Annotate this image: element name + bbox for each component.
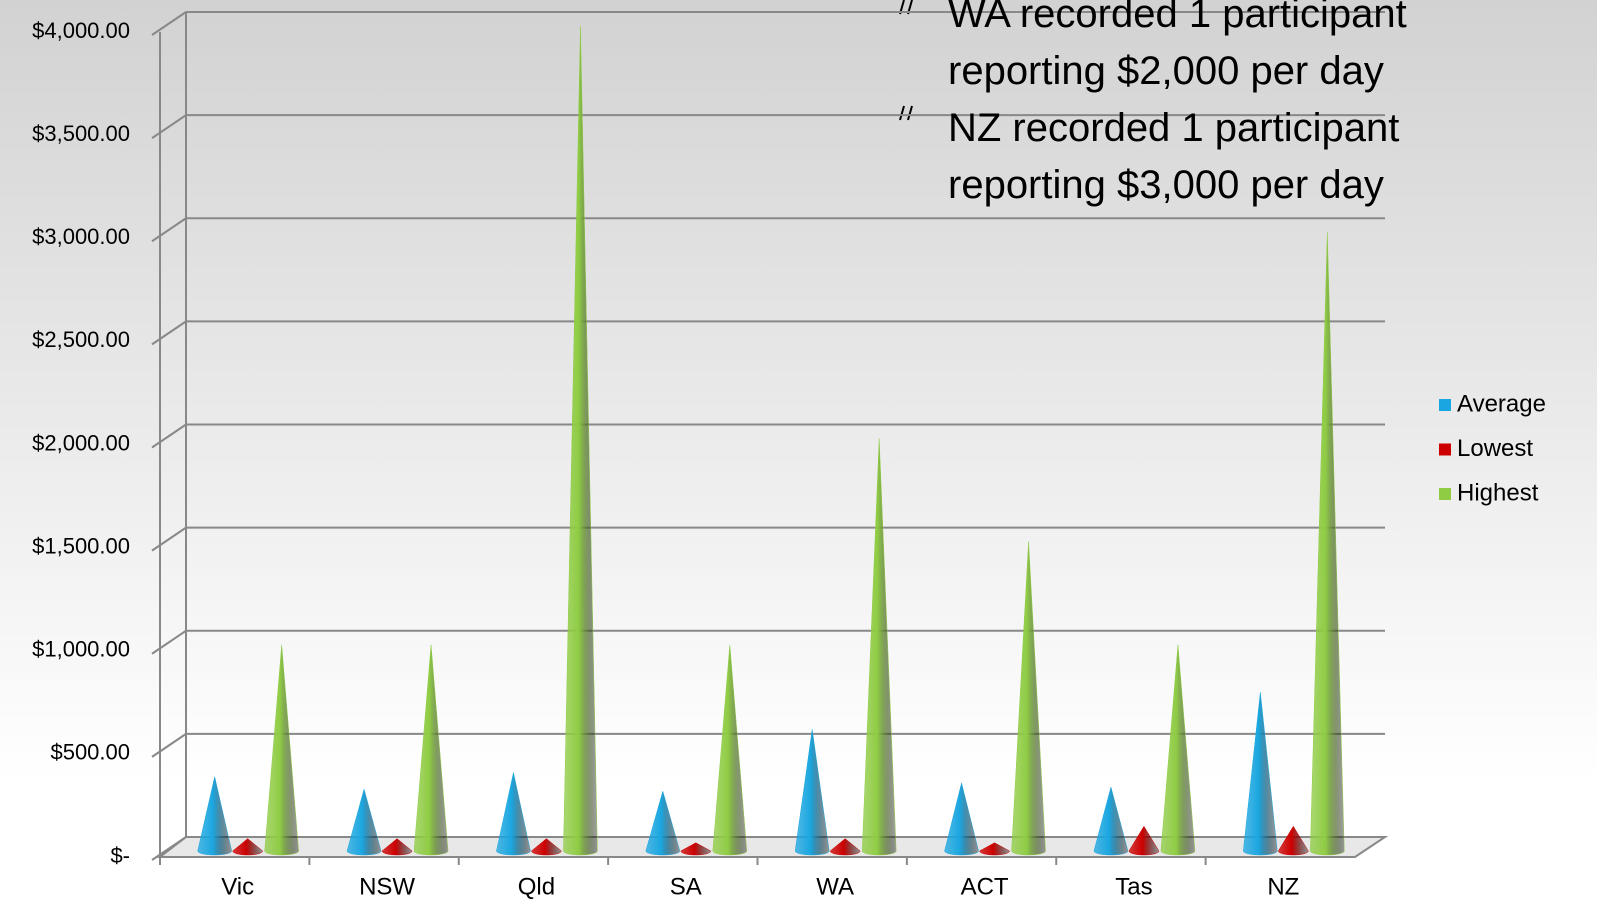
floor xyxy=(157,836,1389,858)
tick-mark xyxy=(151,526,187,552)
cone xyxy=(563,25,598,856)
legend-label: Lowest xyxy=(1457,435,1533,462)
y-tick-label: $4,000.00 xyxy=(32,18,130,43)
tick-mark xyxy=(151,629,187,655)
y-tick-label: $2,500.00 xyxy=(32,327,130,352)
cone xyxy=(979,842,1010,856)
cone xyxy=(1243,692,1278,856)
cone xyxy=(829,838,861,856)
tick-mark xyxy=(151,217,187,243)
cone xyxy=(232,838,263,856)
y-tick-label: $- xyxy=(110,843,130,868)
cone xyxy=(794,729,830,856)
x-tick-label: NSW xyxy=(359,873,415,900)
legend-swatch xyxy=(1439,443,1451,456)
cone xyxy=(1160,644,1196,856)
bullet-marker xyxy=(899,0,913,121)
cone xyxy=(645,790,681,856)
legend-label: Highest xyxy=(1457,479,1539,506)
legend-swatch xyxy=(1439,399,1451,411)
x-tick-label: WA xyxy=(816,873,854,900)
cone xyxy=(264,644,299,856)
tick-mark xyxy=(151,114,187,139)
cone xyxy=(1128,825,1160,856)
cone xyxy=(1093,786,1129,856)
annotation: WA recorded 1 participant reporting $2,0… xyxy=(948,0,1407,93)
x-tick-label: Tas xyxy=(1115,873,1152,900)
tick-mark xyxy=(151,423,187,449)
legend-label: Average xyxy=(1457,390,1546,417)
cone xyxy=(531,838,562,856)
cone xyxy=(1310,232,1345,856)
y-tick-label: $1,000.00 xyxy=(32,637,130,662)
cone xyxy=(496,772,531,856)
tick-mark xyxy=(151,733,187,758)
legend-swatch xyxy=(1439,488,1451,500)
y-tick-label: $500.00 xyxy=(50,740,130,765)
tick-mark xyxy=(151,836,187,861)
cone xyxy=(1011,541,1046,856)
x-tick-label: SA xyxy=(670,873,702,900)
cone xyxy=(680,842,712,856)
tick-mark xyxy=(151,320,187,346)
cone xyxy=(381,838,413,856)
x-tick-label: NZ xyxy=(1267,873,1299,900)
x-tick-label: Qld xyxy=(518,873,555,900)
annotation: NZ recorded 1 participant reporting $3,0… xyxy=(948,106,1400,207)
x-tick-label: ACT xyxy=(961,873,1009,900)
y-tick-label: $2,000.00 xyxy=(32,430,130,455)
cone xyxy=(1278,825,1309,856)
y-tick-label: $3,000.00 xyxy=(32,224,130,249)
y-tick-label: $1,500.00 xyxy=(32,533,130,558)
cone xyxy=(346,788,382,856)
cone xyxy=(712,644,748,856)
x-tick-label: Vic xyxy=(221,873,254,900)
cone xyxy=(944,782,979,856)
tick-mark xyxy=(151,11,187,36)
cone xyxy=(197,776,232,856)
cone xyxy=(413,644,449,856)
y-tick-label: $3,500.00 xyxy=(32,121,130,146)
cone xyxy=(861,438,897,856)
